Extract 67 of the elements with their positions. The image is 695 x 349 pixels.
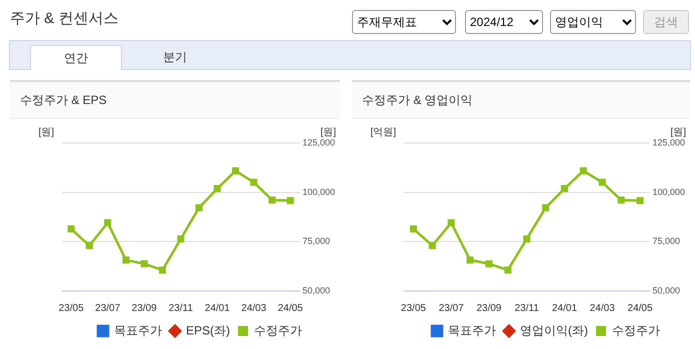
point — [618, 196, 625, 204]
text: 검색 — [643, 10, 689, 34]
text: 주가 & 컨센서스 — [10, 9, 118, 28]
point — [68, 225, 75, 232]
y2-tick-label: 100,000 — [302, 186, 336, 197]
point — [195, 204, 203, 212]
legend-label: 목표주가 — [448, 323, 496, 338]
point — [268, 196, 276, 204]
text: 연간 — [30, 45, 122, 70]
y2-tick-label: 50,000 — [652, 285, 680, 296]
y2-tick-label: 75,000 — [302, 236, 330, 246]
y2-tick-label: 50,000 — [302, 285, 330, 296]
point — [485, 260, 493, 268]
y2-tick-label: 75,000 — [652, 236, 680, 246]
x-tick-label: 24/01 — [204, 302, 230, 314]
y2-tick-label: 125,000 — [302, 137, 336, 148]
point — [286, 197, 294, 204]
point — [140, 260, 148, 268]
legend-label: 목표주가 — [114, 323, 162, 338]
point — [580, 167, 587, 174]
text: 2024/12 — [465, 10, 543, 34]
x-tick-label: 23/07 — [438, 302, 464, 314]
point — [122, 256, 130, 264]
x-tick-label: 24/01 — [552, 302, 578, 314]
legend-label: 수정주가 — [254, 323, 302, 338]
point — [504, 266, 512, 274]
x-tick-label: 24/03 — [241, 302, 267, 314]
x-tick-label: 23/09 — [132, 302, 158, 314]
x-tick-label: 23/11 — [168, 302, 194, 314]
y-axis-title: [원] — [38, 126, 54, 138]
chart-title: 수정주가 & 영업이익 — [352, 82, 690, 119]
x-tick-label: 23/09 — [476, 302, 502, 314]
x-tick-label: 23/07 — [95, 302, 121, 314]
point — [86, 242, 93, 250]
y2-axis-title: [원] — [670, 126, 686, 138]
point — [598, 178, 606, 186]
text: 주재무제표 — [352, 10, 456, 34]
x-tick-label: 23/05 — [58, 302, 84, 314]
point — [232, 167, 240, 174]
y-axis-title: [억원] — [370, 126, 396, 138]
point — [250, 178, 258, 186]
x-tick-label: 23/05 — [400, 302, 426, 314]
point — [214, 185, 221, 192]
x-tick-label: 24/03 — [590, 302, 616, 314]
legend-label: EPS(좌) — [186, 323, 230, 338]
point — [428, 242, 436, 250]
text: 영업이익 — [550, 10, 636, 34]
x-tick-label: 24/05 — [628, 302, 653, 314]
chart-title: 수정주가 & EPS — [10, 82, 340, 119]
y2-axis-title: [원] — [320, 126, 336, 138]
point — [542, 204, 550, 212]
point — [523, 235, 530, 242]
x-tick-label: 23/11 — [514, 302, 540, 314]
point — [158, 266, 166, 274]
text: 분기 — [162, 49, 188, 66]
point — [448, 219, 455, 226]
y2-tick-label: 125,000 — [652, 137, 686, 148]
legend-label: 영업이익(좌) — [520, 323, 588, 338]
y2-tick-label: 100,000 — [652, 186, 686, 197]
point — [177, 235, 184, 242]
point — [410, 225, 417, 232]
point — [636, 197, 644, 204]
x-tick-label: 24/05 — [278, 302, 304, 314]
legend-label: 수정주가 — [612, 323, 660, 338]
point — [104, 219, 112, 226]
point — [560, 185, 568, 192]
point — [466, 256, 474, 264]
